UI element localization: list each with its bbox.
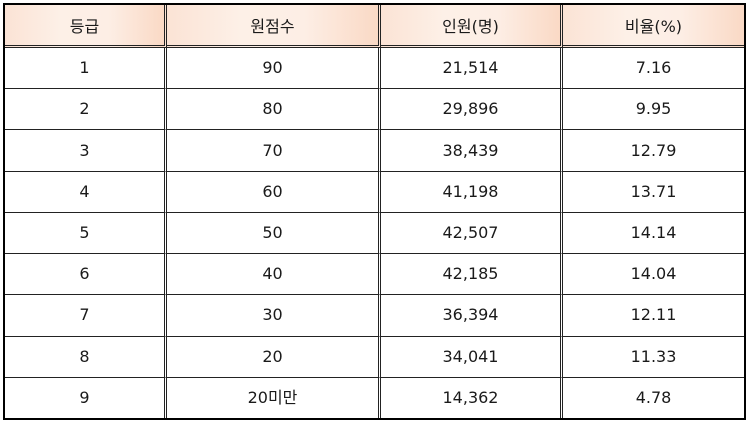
cell-ratio: 4.78 [635,387,672,407]
cell-grade: 9 [5,377,167,418]
cell-raw-score: 40 [167,254,381,296]
table-row: 8 20 34,041 11.33 [5,336,744,378]
cell-count: 42,185 [381,254,563,296]
table-row: 2 80 29,896 9.95 [5,89,744,131]
cell-raw-score: 20 [167,336,381,378]
table-row: 5 50 42,507 14.14 [5,212,744,255]
cell-grade: 8 [5,336,167,378]
cell-raw-score: 60 [167,171,381,213]
cell-raw-score: 50 [167,212,381,255]
table-row: 3 70 38,439 12.79 [5,130,744,172]
cell-ratio: 14.14 [563,213,744,255]
cell-ratio: 12.11 [563,295,744,337]
cell-grade: 2 [5,89,167,131]
cell-count: 36,394 [381,295,563,337]
header-count: 인원(명) [381,5,563,48]
grade-distribution-table: 등급 원점수 인원(명) 비율(%) 1 90 21,514 7.16 2 80… [5,5,744,418]
header-ratio: 비율(%) [563,5,744,48]
table-row: 7 30 36,394 12.11 [5,295,744,337]
cell-count: 34,041 [381,336,563,378]
cell-grade: 6 [5,254,167,296]
cell-grade: 1 [5,48,167,90]
cell-count: 38,439 [381,130,563,172]
cell-ratio: 11.33 [563,337,744,378]
cell-raw-score: 80 [167,89,381,131]
cell-grade: 5 [5,212,167,255]
cell-count: 42,507 [381,212,563,255]
table-row: 1 90 21,514 7.16 [5,48,744,90]
cell-count: 41,198 [381,171,563,213]
table-header-row: 등급 원점수 인원(명) 비율(%) [5,5,744,48]
table-row: 9 20미만 14,362 4.78 [5,377,744,418]
cell-grade: 3 [5,130,167,172]
cell-count: 29,896 [381,89,563,131]
cell-raw-score: 70 [167,130,381,172]
cell-count: 21,514 [381,48,563,90]
cell-ratio: 12.79 [563,130,744,172]
cell-raw-score: 90 [167,48,381,90]
cell-count: 14,362 [381,377,563,418]
table-row: 6 40 42,185 14.04 [5,254,744,296]
grade-table-frame: 등급 원점수 인원(명) 비율(%) 1 90 21,514 7.16 2 80… [3,3,746,420]
cell-grade: 4 [5,171,167,213]
cell-ratio: 7.16 [563,48,744,90]
table-row: 4 60 41,198 13.71 [5,171,744,213]
cell-raw-score: 20미만 [167,377,381,418]
header-raw-score: 원점수 [167,5,381,48]
cell-ratio: 14.04 [563,254,744,296]
cell-raw-score: 30 [167,295,381,337]
cell-ratio: 9.95 [563,89,744,131]
header-grade: 등급 [5,5,167,48]
cell-grade: 7 [5,295,167,337]
cell-ratio: 13.71 [563,172,744,213]
